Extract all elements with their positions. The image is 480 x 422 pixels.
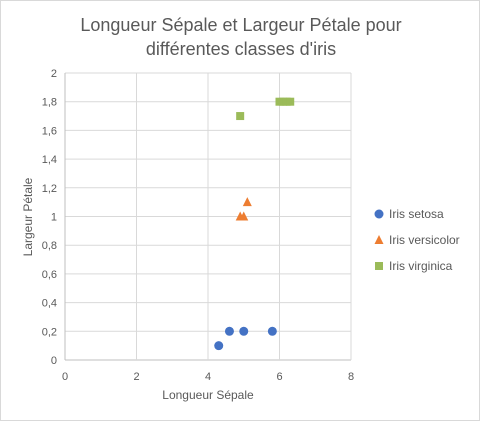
data-point-circle: [214, 341, 224, 351]
y-tick-label: 0: [51, 355, 57, 367]
x-tick-label: 4: [205, 371, 211, 383]
data-point-square: [236, 112, 245, 121]
y-tick-label: 0,4: [42, 298, 57, 310]
y-tick-label: 0,6: [42, 269, 57, 281]
y-tick-label: 0,2: [42, 326, 57, 338]
legend-marker-circle: [374, 209, 384, 219]
y-tick-label: 1,2: [42, 183, 57, 195]
legend-marker-square: [375, 262, 383, 270]
y-tick-label: 0,8: [42, 240, 57, 252]
y-tick-label: 2: [51, 68, 57, 80]
x-tick-label: 0: [62, 371, 68, 383]
data-point-triangle: [239, 211, 249, 221]
legend-marker-triangle: [374, 235, 384, 244]
data-point-circle: [239, 326, 249, 336]
data-point-square: [286, 97, 295, 106]
chart-title-line-2: différentes classes d'iris: [146, 39, 336, 59]
x-axis-title: Longueur Sépale: [162, 388, 254, 402]
y-tick-label: 1,6: [42, 125, 57, 137]
data-points: [214, 97, 295, 351]
tick-layer: 0 0,2 0,4 0,6 0,8 1 1,2 1,4 1,6 1,8 2 0 2 4 6 8: [42, 68, 354, 383]
y-axis-title: Largeur Pétale: [21, 177, 35, 256]
grid-layer: [64, 72, 352, 361]
x-tick-label: 2: [133, 371, 139, 383]
y-tick-label: 1: [51, 212, 57, 224]
x-tick-label: 6: [276, 371, 282, 383]
data-point-circle: [267, 326, 277, 336]
x-tick-label: 8: [348, 371, 354, 383]
y-tick-label: 1,4: [42, 154, 57, 166]
legend-label: Iris virginica: [389, 259, 453, 273]
chart-title-line-1: Longueur Sépale et Largeur Pétale pour: [80, 15, 401, 35]
legend-label: Iris versicolor: [389, 233, 460, 247]
y-tick-label: 1,8: [42, 97, 57, 109]
legend-label: Iris setosa: [389, 207, 444, 221]
data-point-circle: [224, 326, 234, 336]
legend: Iris setosa Iris versicolor Iris virginica: [374, 207, 460, 273]
data-point-triangle: [242, 197, 252, 207]
